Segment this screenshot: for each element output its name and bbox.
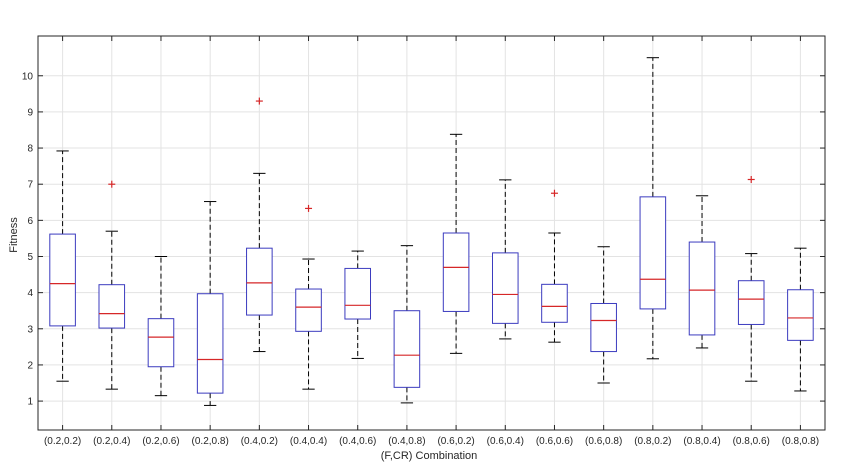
y-tick-label: 7 [27, 180, 33, 191]
y-tick-label: 10 [22, 71, 34, 82]
box-plot-16 [787, 247, 814, 392]
outlier-marker [305, 204, 313, 212]
iqr-box [442, 232, 470, 312]
box-plot-2 [98, 180, 126, 390]
iqr-box [344, 267, 372, 320]
x-tick-label: (0.6,0.8) [585, 436, 622, 447]
y-tick-label: 9 [27, 107, 33, 118]
box-plots [49, 57, 814, 406]
iqr-box [737, 280, 765, 325]
x-tick-label: (0.8,0.4) [683, 436, 720, 447]
y-tick-label: 6 [27, 216, 33, 227]
iqr-box [491, 252, 519, 324]
axes [37, 35, 826, 431]
box-plot-8 [393, 245, 421, 404]
box-plot-11 [541, 189, 568, 343]
box-plot-1 [49, 150, 76, 382]
x-tick-label: (0.2,0.8) [192, 436, 229, 447]
box-plot-7 [344, 250, 372, 359]
iqr-box [393, 310, 421, 388]
x-axis-title: (F,CR) Combination [381, 450, 478, 462]
iqr-box [787, 289, 814, 341]
box-plot-10 [491, 179, 519, 340]
box-plot-4 [196, 201, 224, 406]
x-tick-label: (0.4,0.8) [388, 436, 425, 447]
box-plot-12 [590, 246, 617, 384]
y-tick-label: 3 [27, 324, 33, 335]
iqr-box [688, 241, 716, 336]
outlier-marker [255, 97, 263, 105]
box-plot-9 [442, 133, 470, 354]
x-tick-label: (0.4,0.6) [339, 436, 376, 447]
box-plot-3 [147, 255, 175, 397]
y-axis-title: Fitness [8, 217, 20, 253]
iqr-box [590, 302, 617, 353]
x-tick-label: (0.8,0.6) [733, 436, 770, 447]
grid-lines [38, 36, 825, 430]
box-plot-6 [295, 204, 322, 390]
x-tick-label: (0.2,0.6) [142, 436, 179, 447]
x-tick-label: (0.6,0.4) [487, 436, 524, 447]
iqr-box [147, 318, 175, 368]
iqr-box [49, 233, 76, 327]
iqr-box [295, 288, 322, 332]
x-tick-label: (0.6,0.2) [437, 436, 474, 447]
x-tick-label: (0.6,0.6) [536, 436, 573, 447]
iqr-box [246, 247, 273, 316]
box-plot-14 [688, 195, 716, 349]
y-tick-label: 2 [27, 360, 33, 371]
x-tick-label: (0.2,0.2) [44, 436, 81, 447]
iqr-box [98, 284, 126, 329]
outlier-marker [550, 189, 558, 197]
outlier-marker [108, 180, 116, 188]
iqr-box [639, 196, 667, 310]
x-tick-label: (0.8,0.8) [782, 436, 819, 447]
x-tick-label: (0.2,0.4) [93, 436, 130, 447]
tick-labels: 1 2 3 4 5 6 7 8 9 10 (0.2,0.2) (0.2,0.4) (0.2,0.6) (0… [22, 71, 819, 447]
y-tick-label: 1 [27, 397, 33, 408]
outlier-marker [747, 176, 755, 184]
x-tick-label: (0.8,0.2) [634, 436, 671, 447]
iqr-box [541, 283, 568, 323]
box-plot-13 [639, 57, 667, 360]
iqr-box [196, 293, 224, 394]
plot-frame [37, 35, 826, 431]
y-tick-label: 4 [27, 288, 33, 299]
x-tick-label: (0.4,0.4) [290, 436, 327, 447]
box-plot-15 [737, 176, 765, 382]
y-tick-label: 5 [27, 252, 33, 263]
box-plot-5 [246, 97, 273, 353]
x-tick-label: (0.4,0.2) [241, 436, 278, 447]
y-tick-label: 8 [27, 144, 33, 155]
